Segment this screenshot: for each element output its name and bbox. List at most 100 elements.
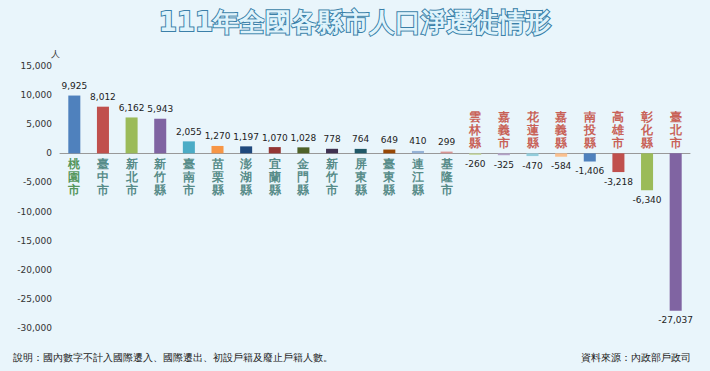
svg-text:縣: 縣	[211, 183, 225, 197]
svg-text:東: 東	[354, 170, 368, 184]
svg-text:-10,000: -10,000	[17, 207, 52, 217]
svg-text:-20,000: -20,000	[17, 265, 52, 275]
svg-text:-25,000: -25,000	[17, 294, 52, 304]
svg-text:人: 人	[51, 49, 60, 59]
svg-text:連: 連	[411, 157, 425, 171]
svg-text:-260: -260	[465, 159, 486, 169]
svg-text:649: 649	[381, 135, 398, 145]
svg-text:市: 市	[440, 183, 453, 197]
svg-text:江: 江	[411, 170, 424, 184]
svg-text:南: 南	[182, 170, 195, 184]
svg-text:林: 林	[468, 123, 482, 137]
svg-text:-1,406: -1,406	[575, 166, 604, 176]
svg-text:臺: 臺	[670, 110, 682, 124]
svg-text:0: 0	[46, 148, 52, 158]
svg-text:彰: 彰	[640, 110, 654, 124]
svg-text:嘉: 嘉	[555, 110, 567, 124]
svg-text:5,943: 5,943	[147, 104, 173, 114]
svg-text:市: 市	[497, 136, 510, 150]
svg-text:澎: 澎	[239, 157, 252, 171]
svg-text:-6,340: -6,340	[633, 195, 662, 205]
svg-text:縣: 縣	[554, 136, 568, 150]
svg-text:10,000: 10,000	[21, 90, 53, 100]
svg-text:1,070: 1,070	[262, 133, 288, 143]
svg-text:縣: 縣	[268, 183, 282, 197]
svg-text:新: 新	[125, 157, 138, 171]
svg-text:縣: 縣	[296, 183, 310, 197]
svg-text:蘭: 蘭	[268, 170, 281, 184]
svg-text:111年全國各縣市人口淨遷徙情形: 111年全國各縣市人口淨遷徙情形	[159, 7, 551, 37]
svg-text:花: 花	[526, 110, 540, 124]
svg-text:北: 北	[125, 170, 139, 184]
svg-text:縣: 縣	[468, 136, 482, 150]
svg-text:湖: 湖	[239, 170, 252, 184]
svg-text:6,162: 6,162	[119, 103, 145, 113]
svg-text:新: 新	[325, 157, 338, 171]
svg-text:嘉: 嘉	[498, 110, 510, 124]
svg-text:410: 410	[409, 136, 426, 146]
svg-text:蓮: 蓮	[526, 123, 540, 137]
svg-text:義: 義	[554, 123, 567, 137]
svg-text:5,000: 5,000	[26, 119, 52, 129]
svg-text:桃: 桃	[67, 157, 81, 171]
svg-text:-30,000: -30,000	[17, 323, 52, 333]
svg-text:縣: 縣	[354, 183, 368, 197]
svg-text:縣: 縣	[382, 183, 396, 197]
svg-text:縣: 縣	[526, 136, 540, 150]
svg-text:市: 市	[182, 183, 195, 197]
svg-text:臺: 臺	[183, 157, 195, 171]
svg-text:苗: 苗	[211, 157, 224, 171]
svg-text:義: 義	[497, 123, 510, 137]
svg-text:栗: 栗	[211, 170, 224, 184]
svg-text:竹: 竹	[325, 170, 338, 184]
svg-text:市: 市	[611, 136, 624, 150]
svg-text:-5,000: -5,000	[23, 177, 52, 187]
svg-text:9,925: 9,925	[61, 81, 87, 91]
svg-text:市: 市	[67, 183, 80, 197]
svg-text:-325: -325	[494, 160, 514, 170]
svg-text:金: 金	[296, 157, 310, 171]
svg-text:1,028: 1,028	[291, 133, 317, 143]
svg-text:臺: 臺	[383, 157, 395, 171]
svg-text:-15,000: -15,000	[17, 236, 52, 246]
svg-text:雲: 雲	[469, 110, 481, 124]
svg-text:市: 市	[96, 183, 109, 197]
svg-text:縣: 縣	[411, 183, 425, 197]
svg-text:8,012: 8,012	[90, 92, 116, 102]
svg-text:縣: 縣	[640, 136, 654, 150]
svg-text:竹: 竹	[153, 170, 166, 184]
svg-text:北: 北	[669, 123, 683, 137]
svg-text:-470: -470	[522, 161, 543, 171]
svg-text:764: 764	[352, 134, 369, 144]
svg-text:臺: 臺	[97, 157, 109, 171]
svg-text:門: 門	[297, 170, 309, 184]
svg-text:-584: -584	[551, 161, 572, 171]
svg-text:宜: 宜	[269, 157, 281, 171]
svg-text:市: 市	[669, 136, 682, 150]
svg-text:縣: 縣	[153, 183, 167, 197]
svg-text:-3,218: -3,218	[604, 177, 633, 187]
svg-text:園: 園	[68, 170, 80, 184]
svg-text:南: 南	[583, 110, 596, 124]
svg-text:屏: 屏	[354, 157, 367, 171]
svg-text:資料來源：內政部戶政司: 資料來源：內政部戶政司	[581, 352, 691, 363]
svg-text:新: 新	[153, 157, 166, 171]
svg-text:高: 高	[612, 110, 624, 124]
svg-text:隆: 隆	[441, 170, 453, 184]
svg-text:1,270: 1,270	[205, 131, 231, 141]
svg-text:15,000: 15,000	[21, 61, 53, 71]
svg-text:雄: 雄	[611, 123, 624, 137]
svg-text:1,197: 1,197	[233, 132, 259, 142]
svg-text:化: 化	[640, 123, 654, 137]
svg-text:中: 中	[97, 170, 109, 184]
svg-text:投: 投	[583, 123, 597, 137]
svg-text:東: 東	[382, 170, 396, 184]
svg-text:299: 299	[438, 137, 455, 147]
svg-text:縣: 縣	[583, 136, 597, 150]
svg-text:市: 市	[325, 183, 338, 197]
svg-text:基: 基	[440, 157, 453, 171]
svg-text:縣: 縣	[239, 183, 253, 197]
svg-text:778: 778	[323, 134, 340, 144]
svg-text:說明：國內數字不計入國際遷入、國際遷出、初設戶籍及廢止戶籍人: 說明：國內數字不計入國際遷入、國際遷出、初設戶籍及廢止戶籍人數。	[13, 352, 333, 363]
svg-text:-27,037: -27,037	[658, 315, 693, 325]
